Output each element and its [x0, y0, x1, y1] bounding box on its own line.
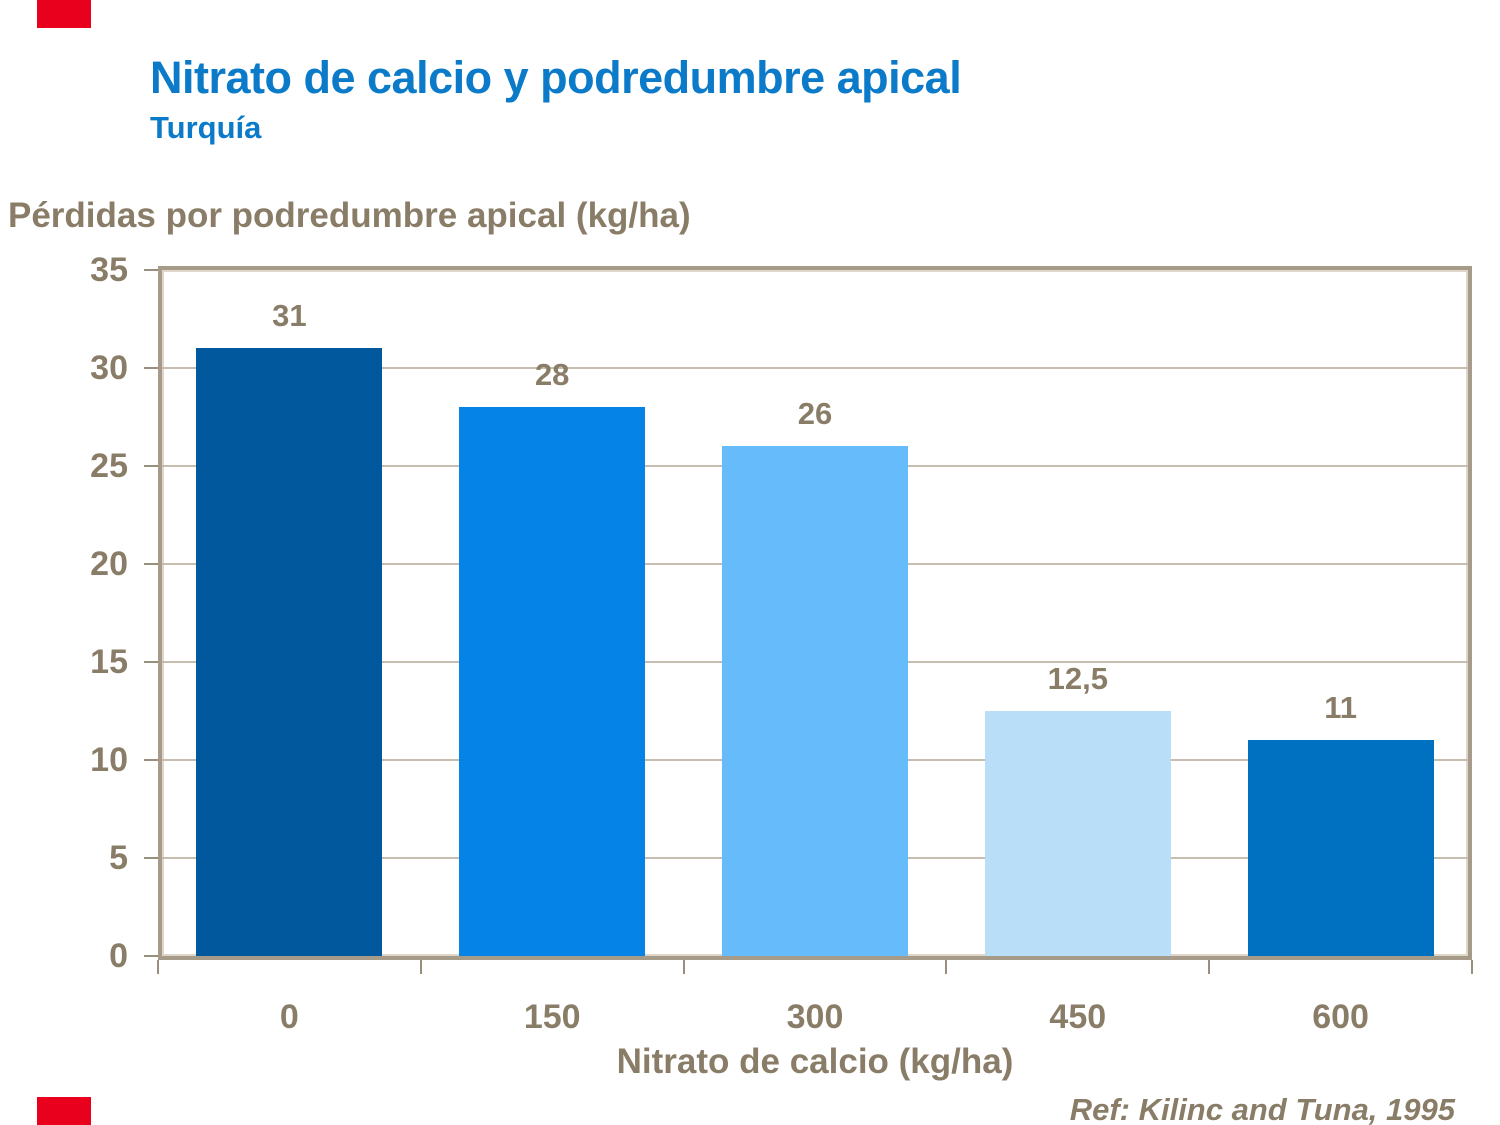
y-tick-10	[144, 759, 158, 761]
y-tick-label-15: 15	[90, 643, 128, 681]
reference-text: Ref: Kilinc and Tuna, 1995	[1069, 1092, 1455, 1125]
bar-value-label-450: 12,5	[1047, 661, 1108, 696]
y-tick-label-25: 25	[90, 447, 128, 485]
x-tick-label-600: 600	[1312, 998, 1369, 1036]
y-tick-label-30: 30	[90, 349, 128, 387]
y-tick-35	[144, 269, 158, 271]
bar-450	[984, 711, 1171, 956]
y-tick-20	[144, 563, 158, 565]
y-tick-0	[144, 955, 158, 957]
red-accent-top-left	[37, 0, 91, 28]
x-tick-label-0: 0	[279, 998, 299, 1036]
bar-value-label-150: 28	[534, 357, 570, 393]
x-tick-0	[157, 960, 159, 974]
x-tick-label-300: 300	[786, 998, 844, 1036]
y-tick-label-0: 0	[109, 937, 128, 975]
bar-150	[459, 407, 646, 956]
x-tick-1	[419, 960, 422, 974]
bar-0	[196, 348, 383, 956]
y-tick-label-35: 35	[90, 251, 128, 289]
y-tick-label-5: 5	[109, 839, 128, 877]
x-tick-label-150: 150	[523, 998, 581, 1036]
bar-value-label-300: 26	[797, 396, 833, 432]
x-tick-3	[945, 960, 948, 974]
page-subtitle: Turquía	[150, 110, 262, 145]
x-tick-4	[1208, 960, 1211, 974]
gridline-30	[162, 367, 1468, 369]
bar-value-label-0: 31	[272, 298, 307, 334]
bar-600	[1247, 740, 1434, 956]
y-tick-label-10: 10	[90, 741, 128, 779]
y-tick-30	[144, 367, 158, 369]
y-axis-title: Pérdidas por podredumbre apical (kg/ha)	[8, 196, 691, 235]
y-tick-25	[144, 465, 158, 467]
x-tick-2	[682, 960, 685, 974]
bar-value-label-600: 11	[1324, 690, 1357, 726]
x-tick-5	[1471, 960, 1473, 974]
bar-300	[722, 446, 908, 956]
y-tick-label-20: 20	[90, 545, 128, 583]
page-title: Nitrato de calcio y podredumbre apical	[150, 52, 962, 103]
x-axis-title: Nitrato de calcio (kg/ha)	[616, 1042, 1014, 1081]
red-accent-bottom-left	[37, 1097, 91, 1125]
plot-area: 31 28 26 12,5 11	[158, 266, 1472, 960]
y-tick-5	[144, 857, 158, 859]
x-tick-label-450: 450	[1049, 998, 1107, 1036]
y-tick-15	[144, 661, 158, 663]
